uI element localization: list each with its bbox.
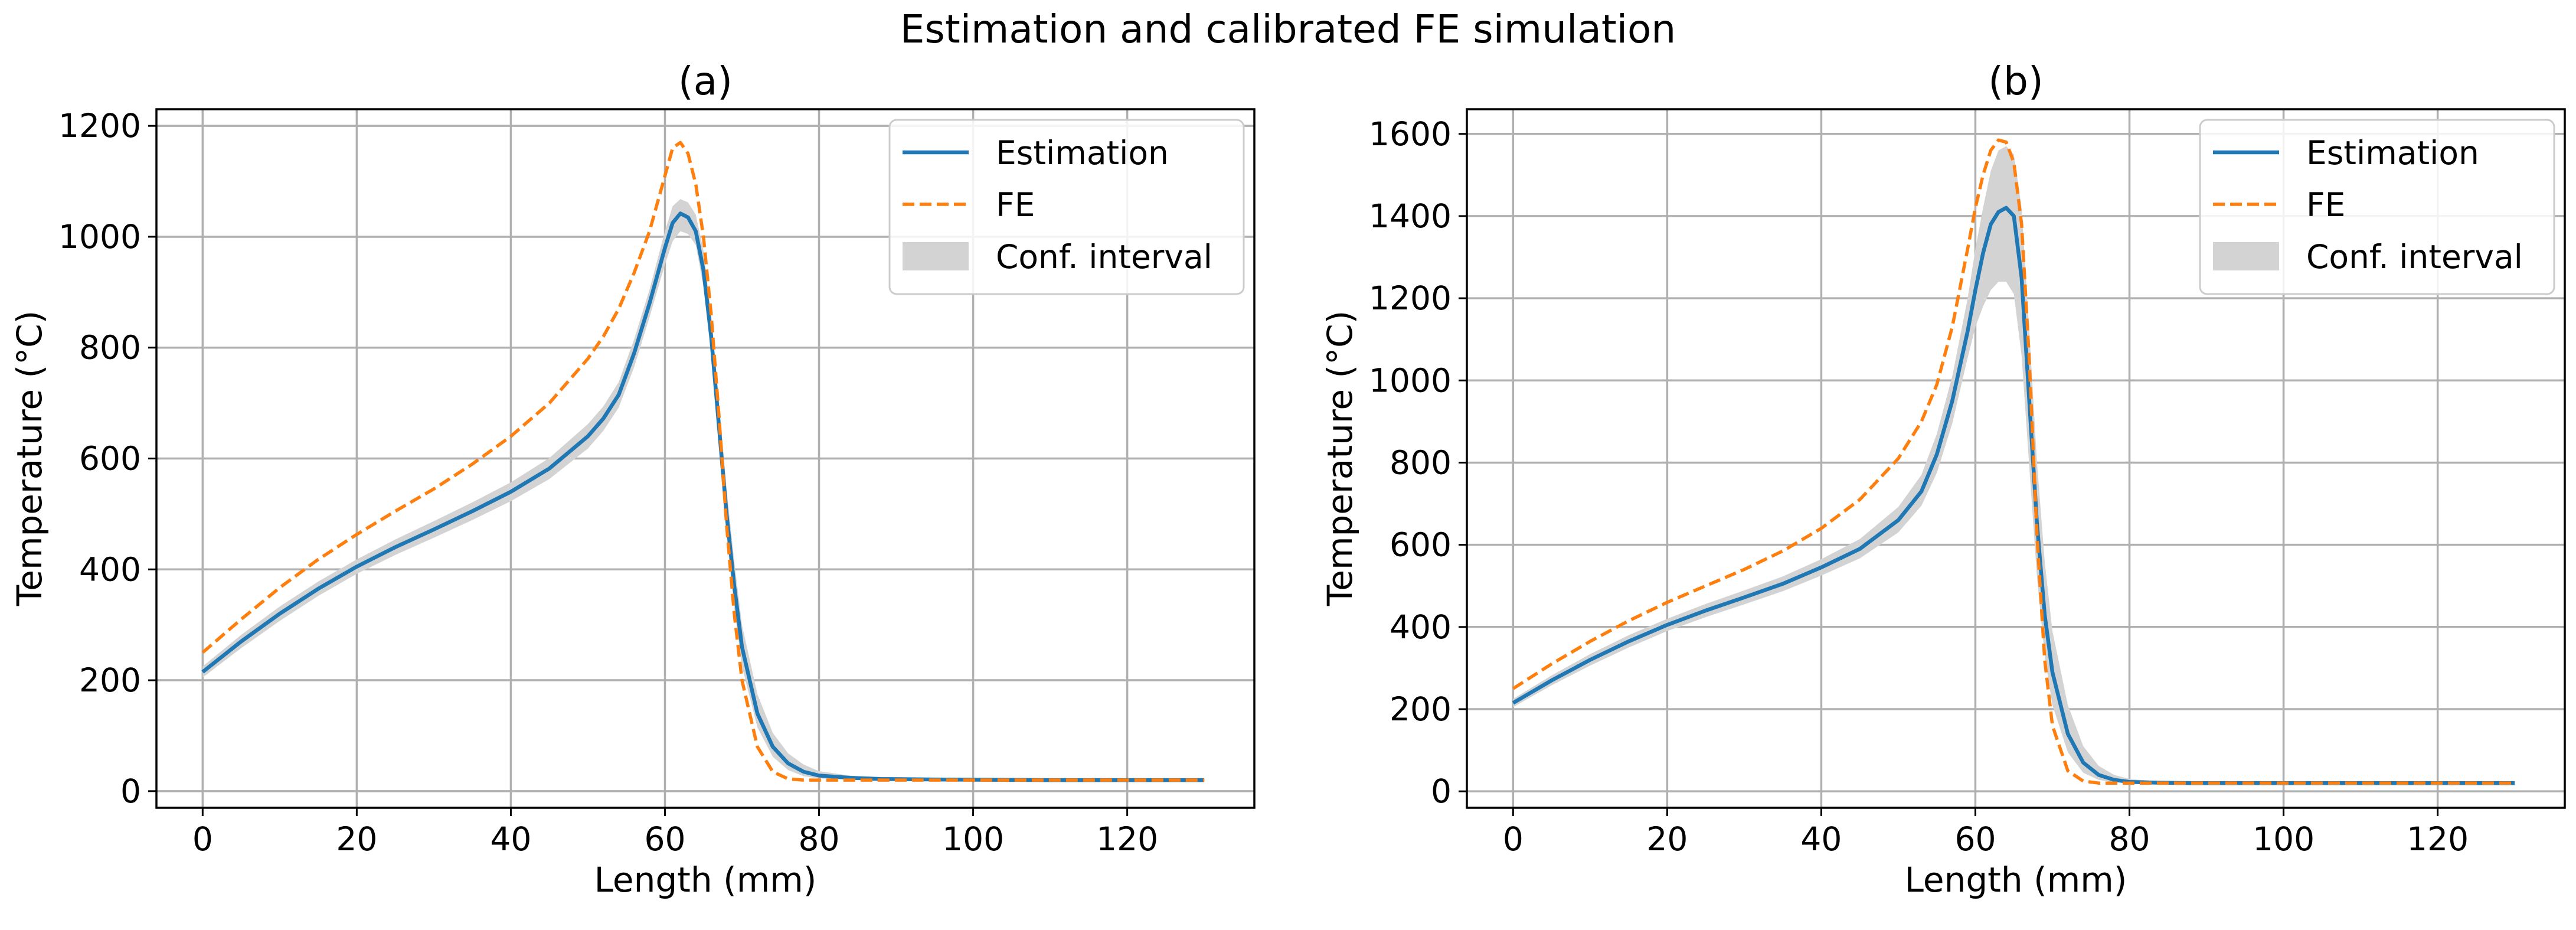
panel-b-legend: Estimation FE Conf. interval [2199, 119, 2555, 295]
panel-a-xtick-label-2: 40 [490, 820, 531, 858]
panel-a-xtick-label-1: 20 [336, 820, 377, 858]
panel-a-legend: Estimation FE Conf. interval [888, 119, 1245, 295]
panel-b-band-layer [1513, 146, 2515, 784]
panel-b-ylabel: Temperature (°C) [1320, 311, 1360, 607]
panel-b-xtick-label-3: 60 [1954, 820, 1996, 858]
panel-b-ytick-label-2: 400 [1390, 608, 1452, 646]
panel-a-ytick-label-0: 0 [120, 772, 141, 810]
panel-a-ylabel: Temperature (°C) [9, 311, 50, 607]
panel-b-ytick-label-7: 1400 [1369, 197, 1452, 235]
panel-a-legend-label-1: FE [996, 186, 1035, 224]
panel-b-legend-box [2199, 119, 2555, 295]
panel-b-xtick-label-1: 20 [1646, 820, 1688, 858]
panel-b: (b) 0 20 40 60 80 100 120 0 200 400 600 800 1000 120… [1320, 58, 2566, 900]
panel-b-legend-label-1: FE [2306, 186, 2345, 224]
panel-a-legend-band-swatch [903, 242, 969, 270]
panel-a-ytick-label-6: 1200 [58, 107, 141, 145]
panel-a-fe-line [201, 141, 1205, 782]
panel-b-estimation-line [1512, 205, 2515, 785]
panel-b-legend-label-2: Conf. interval [2306, 238, 2523, 276]
panel-a-line-layer [201, 141, 1205, 782]
panel-a-legend-label-2: Conf. interval [996, 238, 1212, 276]
panel-b-ytick-label-0: 0 [1431, 772, 1452, 810]
panel-a-xtick-label-0: 0 [192, 820, 213, 858]
panel-b-xtick-label-6: 120 [2407, 820, 2469, 858]
panel-a-estimation-line [201, 211, 1205, 782]
panel-a-legend-box [888, 119, 1245, 295]
panel-b-xtick-label-2: 40 [1800, 820, 1842, 858]
panel-b-grid [1467, 109, 2565, 808]
panel-b-conf-interval-band [1513, 146, 2515, 784]
panel-b-ytick-label-1: 200 [1390, 690, 1452, 728]
panel-a-xtick-label-3: 60 [644, 820, 685, 858]
panel-a-xtick-label-4: 80 [799, 820, 840, 858]
panel-b-ytick-label-3: 600 [1390, 526, 1452, 564]
panel-a-xlabel: Length (mm) [594, 860, 817, 900]
panel-a-ytick-label-3: 600 [79, 440, 141, 478]
panel-b-y-axis: 0 200 400 600 800 1000 1200 1400 1600 [1369, 115, 1467, 810]
panel-a-ytick-label-4: 800 [79, 329, 141, 367]
panel-b-xtick-label-0: 0 [1503, 820, 1524, 858]
panel-b-ytick-label-8: 1600 [1369, 115, 1452, 153]
panel-a-title: (a) [678, 58, 733, 104]
panel-b-legend-band-swatch [2213, 242, 2279, 270]
panel-b-ytick-label-6: 1200 [1369, 279, 1452, 317]
panel-b-fe-line [1512, 138, 2515, 785]
panel-a: (a) 0 20 40 60 80 100 120 0 200 400 600 800 1000 120… [9, 58, 1256, 900]
panel-b-line-layer [1512, 138, 2515, 785]
panel-b-xlabel: Length (mm) [1905, 860, 2127, 900]
panel-b-title: (b) [1988, 58, 2043, 104]
panel-a-ytick-label-2: 400 [79, 550, 141, 588]
figure-title: Estimation and calibrated FE simulation [900, 6, 1676, 52]
panel-a-ytick-label-1: 200 [79, 661, 141, 699]
panel-b-x-axis: 0 20 40 60 80 100 120 [1503, 808, 2469, 858]
panel-b-frame [1466, 108, 2566, 809]
panel-a-xtick-label-6: 120 [1096, 820, 1158, 858]
panel-a-x-axis: 0 20 40 60 80 100 120 [192, 808, 1158, 858]
panel-b-xtick-label-4: 80 [2109, 820, 2150, 858]
panel-b-legend-label-0: Estimation [2306, 134, 2479, 172]
panel-a-xtick-label-5: 100 [942, 820, 1004, 858]
panel-b-ytick-label-5: 1000 [1369, 361, 1452, 399]
panel-a-legend-label-0: Estimation [996, 134, 1169, 172]
panel-b-xtick-label-5: 100 [2253, 820, 2315, 858]
panel-a-ytick-label-5: 1000 [58, 218, 141, 256]
panel-a-y-axis: 0 200 400 600 800 1000 1200 [58, 107, 156, 810]
panel-b-ytick-label-4: 800 [1390, 443, 1452, 481]
